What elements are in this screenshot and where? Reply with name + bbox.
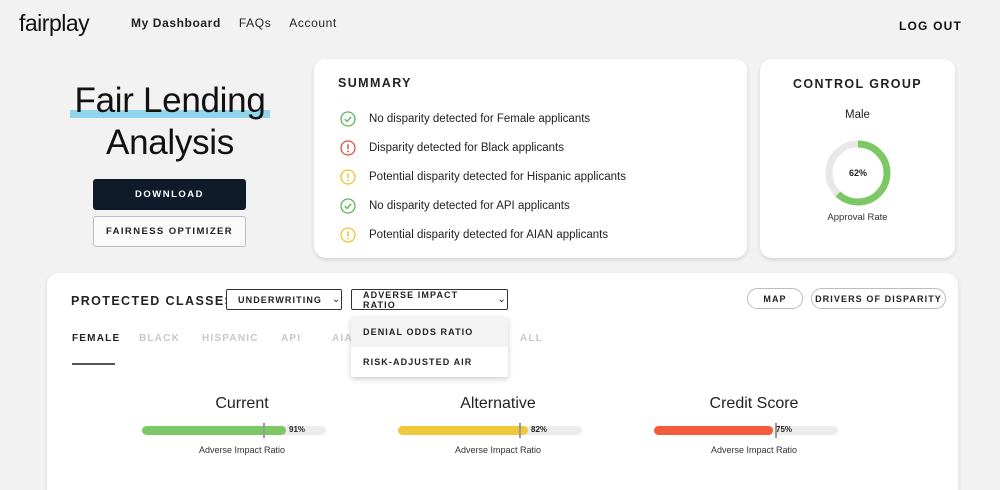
page-title-line1: Fair Lending bbox=[69, 81, 271, 120]
top-nav: My Dashboard FAQs Account bbox=[131, 16, 355, 30]
threshold-marker bbox=[775, 423, 777, 438]
dropdown-option-risk-adjusted-air[interactable]: RISK-ADJUSTED AIR bbox=[363, 357, 473, 367]
metric-value: 91% bbox=[289, 425, 306, 434]
metric-select[interactable]: ADVERSE IMPACT RATIO ⌄ bbox=[351, 289, 508, 310]
summary-item-text: Potential disparity detected for Hispani… bbox=[369, 170, 626, 183]
drivers-of-disparity-button[interactable]: DRIVERS OF DISPARITY bbox=[811, 288, 946, 309]
map-button[interactable]: MAP bbox=[747, 288, 803, 309]
control-group-card: CONTROL GROUP Male 62% Approval Rate bbox=[760, 59, 955, 258]
tab-aian[interactable]: AIA bbox=[332, 333, 353, 344]
metric-dropdown-menu: DENIAL ODDS RATIO RISK-ADJUSTED AIR bbox=[351, 317, 508, 377]
summary-item-text: No disparity detected for Female applica… bbox=[369, 112, 591, 125]
chevron-down-icon: ⌄ bbox=[332, 294, 342, 305]
check-circle-icon bbox=[340, 197, 356, 214]
metric-caption: Adverse Impact Ratio bbox=[198, 445, 286, 455]
metric-caption: Adverse Impact Ratio bbox=[454, 445, 542, 455]
donut-fill bbox=[825, 140, 891, 206]
metric-value: 82% bbox=[531, 425, 548, 434]
metric-bar-fill bbox=[398, 426, 528, 435]
summary-card: SUMMARY No disparity detected for Female… bbox=[314, 59, 747, 258]
tab-female[interactable]: FEMALE bbox=[72, 333, 121, 344]
metric-current: Current 91% Adverse Impact Ratio bbox=[142, 395, 342, 455]
metric-bar: 75% bbox=[654, 423, 854, 438]
fairness-optimizer-button[interactable]: FAIRNESS OPTIMIZER bbox=[93, 216, 246, 247]
warning-circle-icon bbox=[340, 226, 356, 243]
summary-title: SUMMARY bbox=[338, 76, 412, 90]
underwriting-select-label: UNDERWRITING bbox=[238, 294, 323, 305]
summary-item: Potential disparity detected for AIAN ap… bbox=[340, 220, 626, 249]
check-circle-icon bbox=[340, 110, 356, 127]
metric-bar: 91% bbox=[142, 423, 342, 438]
summary-item-text: Disparity detected for Black applicants bbox=[369, 141, 564, 154]
summary-item: Potential disparity detected for Hispani… bbox=[340, 162, 626, 191]
tab-hispanic[interactable]: HISPANIC bbox=[202, 333, 259, 344]
metric-bar-fill bbox=[142, 426, 286, 435]
summary-item-text: No disparity detected for API applicants bbox=[369, 199, 570, 212]
active-tab-underline bbox=[72, 363, 115, 365]
nav-faqs[interactable]: FAQs bbox=[238, 16, 272, 30]
metric-title: Current bbox=[215, 395, 269, 412]
metric-title: Credit Score bbox=[709, 395, 799, 412]
page-title-line2: Analysis bbox=[106, 123, 234, 162]
protected-classes-title: PROTECTED CLASSES bbox=[71, 294, 235, 308]
fairplay-logo[interactable]: fairplay bbox=[19, 10, 90, 36]
metric-caption: Adverse Impact Ratio bbox=[710, 445, 798, 455]
summary-item: No disparity detected for API applicants bbox=[340, 191, 626, 220]
protected-classes-card: PROTECTED CLASSES UNDERWRITING ⌄ ADVERSE… bbox=[47, 273, 958, 490]
metric-alternative: Alternative 82% Adverse Impact Ratio bbox=[398, 395, 598, 455]
summary-item: Disparity detected for Black applicants bbox=[340, 133, 626, 162]
underwriting-select[interactable]: UNDERWRITING ⌄ bbox=[226, 289, 342, 310]
tab-all[interactable]: ALL bbox=[520, 333, 544, 344]
logout-button[interactable]: LOG OUT bbox=[898, 19, 962, 33]
nav-my-dashboard[interactable]: My Dashboard bbox=[131, 16, 221, 30]
tab-black[interactable]: BLACK bbox=[139, 333, 180, 344]
summary-item-text: Potential disparity detected for AIAN ap… bbox=[369, 228, 609, 241]
metric-title: Alternative bbox=[460, 395, 536, 412]
warning-circle-icon bbox=[340, 168, 356, 185]
approval-rate-value: 62% bbox=[848, 168, 867, 178]
metric-bar-fill bbox=[654, 426, 773, 435]
approval-rate-donut bbox=[825, 140, 891, 206]
metric-bar: 82% bbox=[398, 423, 598, 438]
download-button[interactable]: DOWNLOAD bbox=[93, 179, 246, 210]
summary-list: No disparity detected for Female applica… bbox=[340, 104, 626, 249]
threshold-marker bbox=[519, 423, 521, 438]
metric-credit-score: Credit Score 75% Adverse Impact Ratio bbox=[654, 395, 854, 455]
summary-item: No disparity detected for Female applica… bbox=[340, 104, 626, 133]
metric-value: 75% bbox=[776, 425, 793, 434]
alert-circle-icon bbox=[340, 139, 356, 156]
metric-select-label: ADVERSE IMPACT RATIO bbox=[363, 289, 459, 310]
tab-api[interactable]: API bbox=[281, 333, 302, 344]
threshold-marker bbox=[263, 423, 265, 438]
control-group-title: CONTROL GROUP bbox=[792, 77, 923, 91]
page-title: Fair Lending Analysis bbox=[50, 80, 290, 164]
nav-account[interactable]: Account bbox=[289, 16, 337, 30]
control-group-name: Male bbox=[845, 109, 870, 121]
dropdown-option-denial-odds-ratio[interactable]: DENIAL ODDS RATIO bbox=[351, 317, 508, 347]
chevron-down-icon: ⌄ bbox=[497, 294, 507, 305]
approval-rate-caption: Approval Rate bbox=[827, 212, 888, 223]
